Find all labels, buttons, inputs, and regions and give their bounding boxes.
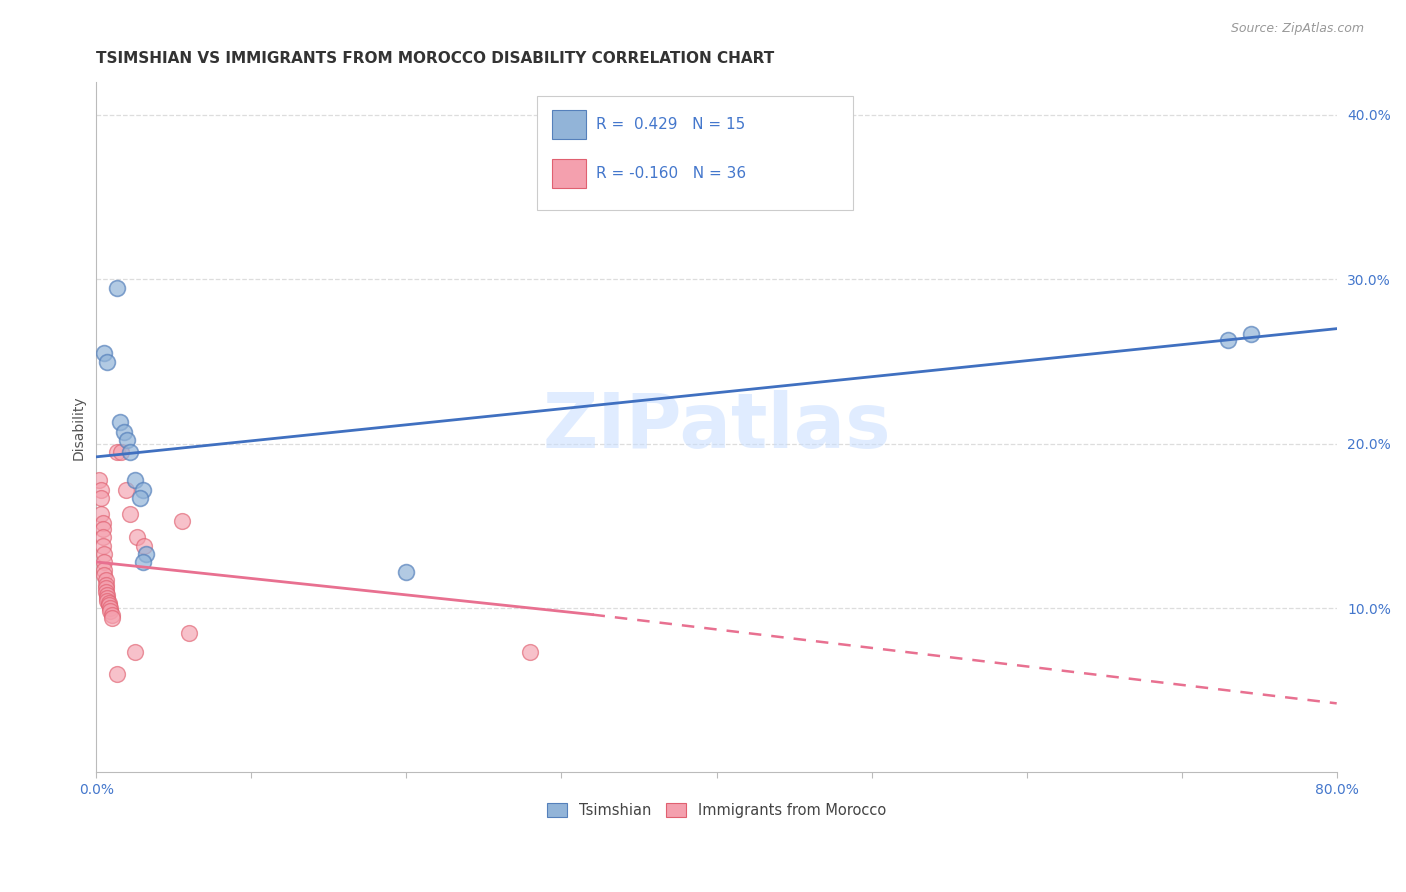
Y-axis label: Disability: Disability — [72, 395, 86, 459]
Point — [1240, 326, 1263, 341]
Point — [105, 445, 128, 459]
Legend: Tsimshian, Immigrants from Morocco: Tsimshian, Immigrants from Morocco — [541, 797, 891, 824]
Text: R =  0.429   N = 15: R = 0.429 N = 15 — [596, 118, 745, 132]
Point — [91, 522, 114, 536]
Point — [1218, 333, 1240, 347]
Point — [97, 598, 120, 612]
Point — [120, 508, 142, 522]
Point — [90, 491, 112, 505]
Point — [101, 611, 124, 625]
Point — [93, 568, 115, 582]
Point — [96, 594, 118, 608]
Point — [90, 483, 112, 497]
Point — [105, 666, 128, 681]
Point — [91, 539, 114, 553]
Point — [117, 434, 139, 448]
Text: ZIPatlas: ZIPatlas — [543, 391, 891, 464]
Point — [110, 445, 132, 459]
Point — [93, 547, 115, 561]
Point — [128, 491, 150, 505]
FancyBboxPatch shape — [537, 96, 853, 210]
Point — [98, 604, 121, 618]
Text: Source: ZipAtlas.com: Source: ZipAtlas.com — [1230, 22, 1364, 36]
Point — [170, 514, 193, 528]
Point — [97, 596, 120, 610]
Point — [395, 565, 418, 579]
Point — [96, 354, 118, 368]
Point — [93, 555, 115, 569]
Point — [94, 582, 117, 596]
Point — [135, 547, 157, 561]
Point — [90, 508, 112, 522]
Bar — [551, 159, 586, 187]
Text: R = -0.160   N = 36: R = -0.160 N = 36 — [596, 166, 747, 181]
Point — [89, 473, 111, 487]
Point — [132, 483, 155, 497]
Point — [114, 483, 136, 497]
Point — [98, 601, 121, 615]
Point — [120, 445, 142, 459]
Point — [91, 516, 114, 530]
Point — [124, 473, 146, 487]
Point — [94, 573, 117, 587]
Point — [125, 530, 148, 544]
Point — [132, 555, 155, 569]
Point — [124, 645, 146, 659]
Point — [134, 539, 156, 553]
Point — [101, 607, 124, 622]
Point — [93, 563, 115, 577]
Point — [94, 578, 117, 592]
Point — [108, 415, 131, 429]
Point — [94, 584, 117, 599]
Point — [96, 591, 118, 606]
Point — [519, 645, 541, 659]
Text: TSIMSHIAN VS IMMIGRANTS FROM MOROCCO DISABILITY CORRELATION CHART: TSIMSHIAN VS IMMIGRANTS FROM MOROCCO DIS… — [97, 51, 775, 66]
Point — [112, 425, 135, 440]
Point — [91, 530, 114, 544]
Point — [96, 588, 118, 602]
Point — [93, 346, 115, 360]
Point — [179, 625, 201, 640]
Point — [105, 280, 128, 294]
Bar — [551, 111, 586, 139]
